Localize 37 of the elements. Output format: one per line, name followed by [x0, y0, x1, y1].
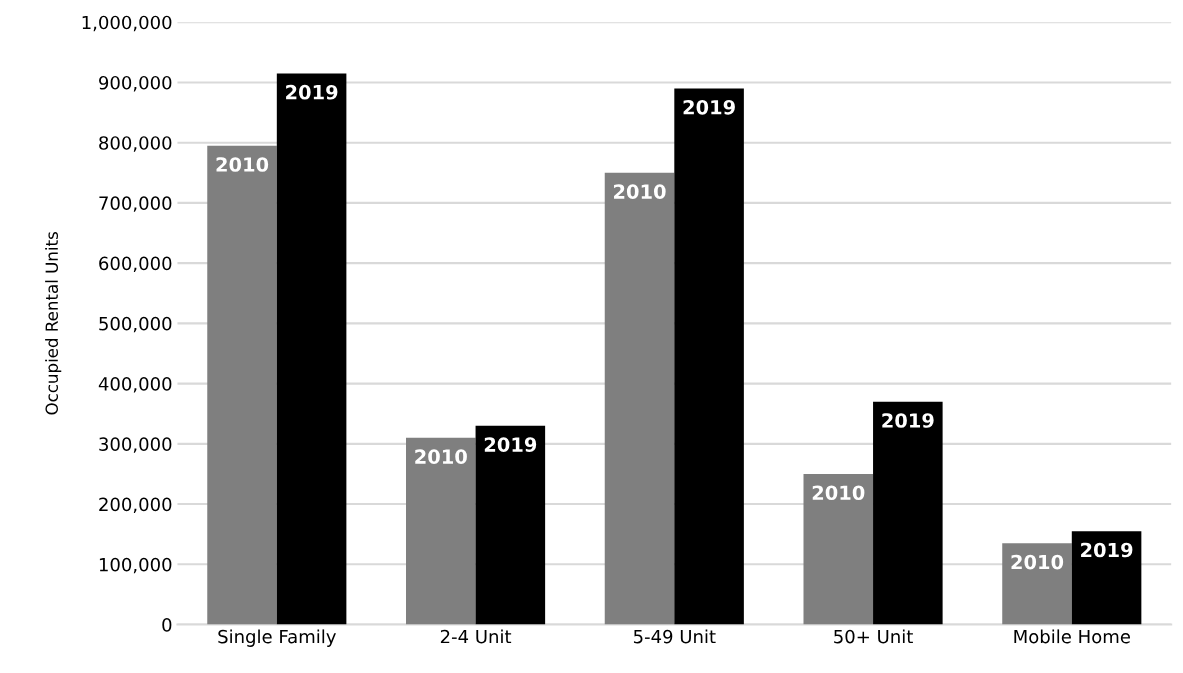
bar	[873, 401, 943, 625]
x-tick-label: 5-49 Unit	[633, 629, 716, 644]
y-tick-label: 100,000	[99, 557, 172, 574]
y-tick-label: 1,000,000	[82, 15, 172, 32]
x-tick-label: Mobile Home	[1014, 629, 1130, 644]
y-tick-label: 800,000	[99, 136, 172, 152]
text: 2010	[812, 485, 865, 501]
text: 2010	[415, 449, 467, 464]
y-tick-label: 300,000	[99, 437, 172, 453]
x-tick-label: 50+ Unit	[834, 629, 913, 644]
bar	[1002, 543, 1072, 625]
series-label: 2010	[1011, 554, 1064, 570]
bar	[803, 473, 874, 625]
y-tick-label: 700,000	[99, 196, 172, 212]
y-tick-label: 600,000	[99, 256, 172, 273]
y-tick-label: 0	[162, 618, 172, 632]
bar	[475, 425, 546, 625]
y-tick-label: 900,000	[99, 75, 172, 92]
bar	[1071, 531, 1142, 625]
text: 2010	[216, 157, 269, 172]
y-tick-label: 400,000	[98, 377, 172, 393]
text: 2019	[1081, 542, 1133, 558]
bar	[276, 73, 347, 625]
x-tick-label: Single Family	[218, 629, 336, 647]
series-label: 2019	[286, 84, 338, 100]
y-tick-label: 500,000	[99, 316, 172, 333]
text: 2010	[614, 184, 666, 199]
bar	[406, 437, 476, 625]
y-axis-title: Occupied Rental Units	[45, 232, 62, 415]
text: 2019	[882, 413, 934, 428]
y-tick-label: 200,000	[99, 497, 172, 514]
text: 2019	[484, 437, 537, 452]
x-tick-label: 2-4 Unit	[440, 629, 512, 644]
bar	[207, 145, 277, 625]
bar	[674, 88, 744, 625]
bar	[604, 172, 675, 625]
text: 2019	[683, 99, 735, 115]
